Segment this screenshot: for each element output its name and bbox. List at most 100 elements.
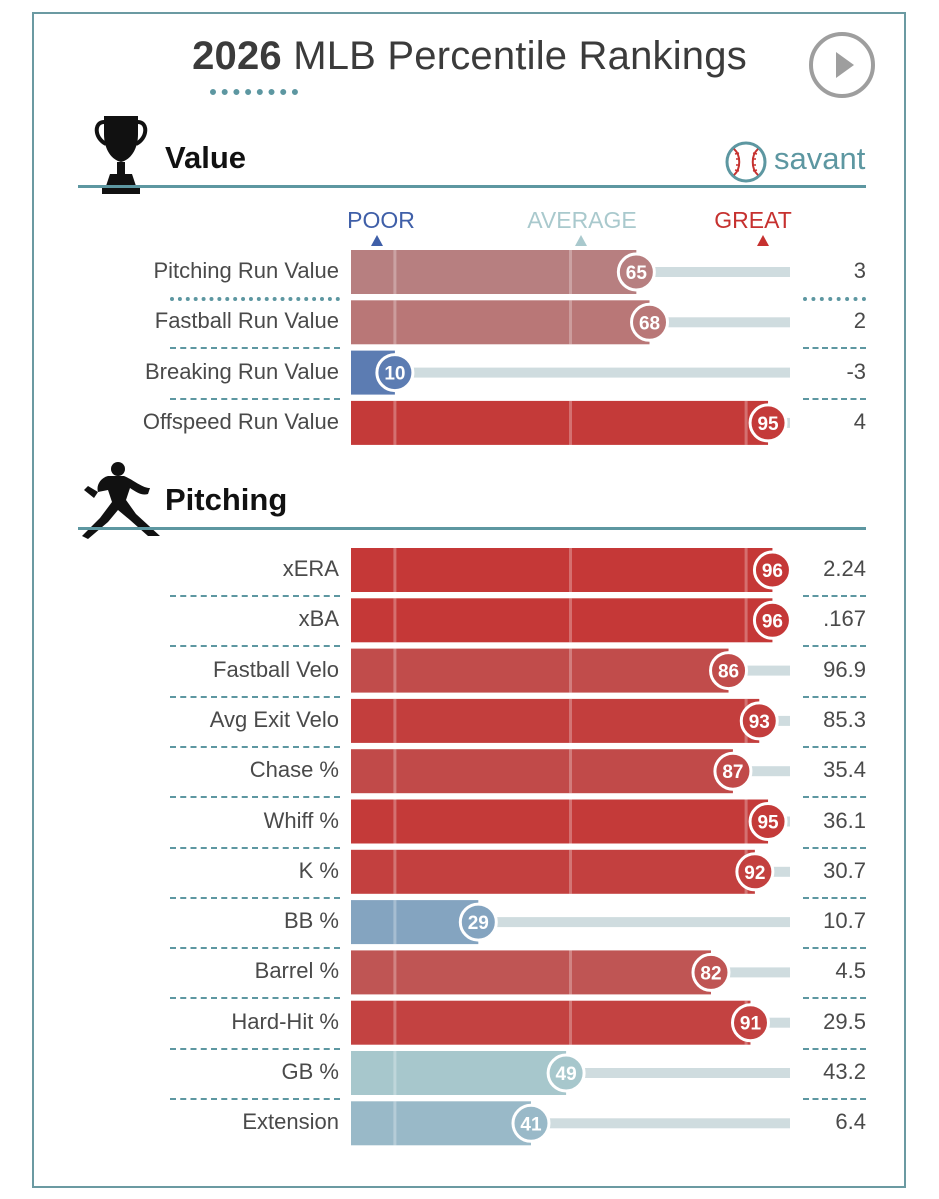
- percentile-label: 87: [722, 762, 743, 783]
- percentile-marker: [735, 852, 775, 892]
- page-title: 2026 MLB Percentile Rankings: [0, 34, 939, 79]
- percentile-track: [732, 766, 790, 777]
- metric-value: 43.2: [823, 1059, 866, 1084]
- metric-value: 96.9: [823, 656, 866, 682]
- scale-label-great: GREAT: [714, 207, 792, 233]
- percentile-bar: [351, 648, 729, 693]
- percentile-marker: [630, 302, 670, 342]
- percentile-label: 65: [626, 263, 648, 284]
- reference-line: [393, 300, 397, 345]
- percentile-label: 29: [468, 913, 489, 934]
- savant-brand-text: savant: [774, 141, 866, 176]
- percentile-label: 96: [762, 611, 783, 632]
- metric-label: BB %: [283, 908, 339, 934]
- reference-line: [393, 749, 397, 794]
- row-separator: [170, 397, 340, 400]
- percentile-marker: [730, 1003, 770, 1043]
- percentile-bar: [351, 548, 773, 592]
- reference-line: [393, 598, 397, 643]
- reference-line: [393, 900, 397, 945]
- percentile-track: [478, 917, 790, 928]
- percentile-bar: [351, 1101, 531, 1146]
- metric-value: 85.3: [823, 706, 866, 732]
- row-separator: [170, 1047, 340, 1050]
- reference-line: [393, 648, 397, 693]
- scale-marker-poor: [371, 235, 383, 246]
- percentile-label: 91: [740, 1014, 762, 1035]
- percentile-track: [750, 1017, 790, 1028]
- metric-value: 4.5: [835, 958, 866, 984]
- scale-marker-great: [757, 235, 769, 246]
- card-frame: [32, 12, 906, 1188]
- row-separator: [170, 297, 340, 301]
- percentile-track: [566, 1068, 790, 1078]
- row-separator: [170, 846, 340, 849]
- title-text: MLB Percentile Rankings: [293, 34, 747, 78]
- reference-line: [393, 1101, 397, 1146]
- metric-value: 29.5: [823, 1008, 866, 1034]
- reference-line: [569, 698, 572, 743]
- row-separator: [803, 997, 866, 1000]
- metric-value: 10.7: [823, 908, 866, 934]
- percentile-bar: [351, 698, 760, 743]
- metric-label: Offspeed Run Value: [142, 408, 339, 434]
- percentile-marker: [546, 1053, 586, 1093]
- play-button[interactable]: [809, 32, 875, 98]
- reference-line: [569, 1000, 572, 1045]
- row-separator: [170, 997, 340, 1000]
- reference-line: [393, 548, 397, 592]
- metric-label: Barrel %: [254, 958, 339, 984]
- percentile-bar: [351, 1000, 751, 1045]
- row-separator: [803, 397, 866, 400]
- section-title-pitching: Pitching: [165, 482, 288, 517]
- percentile-label: 86: [718, 662, 739, 683]
- percentile-track: [710, 967, 790, 978]
- metric-value: 6.4: [835, 1109, 866, 1135]
- row-separator: [803, 1047, 866, 1050]
- row-separator: [803, 846, 866, 849]
- percentile-bar: [351, 900, 479, 945]
- row-separator: [170, 695, 340, 698]
- metric-label: Avg Exit Velo: [209, 706, 339, 732]
- percentile-track: [530, 1118, 790, 1129]
- reference-line: [569, 950, 572, 995]
- percentile-marker: [752, 600, 792, 640]
- row-separator: [170, 347, 340, 350]
- play-icon: [836, 52, 854, 78]
- row-separator: [803, 1098, 866, 1100]
- percentile-marker: [375, 353, 415, 393]
- section-title-value: Value: [165, 140, 246, 175]
- reference-line: [393, 400, 397, 445]
- reference-line: [393, 1051, 397, 1095]
- percentile-track: [728, 665, 790, 676]
- percentile-track: [394, 367, 790, 378]
- percentile-marker: [511, 1103, 551, 1143]
- row-separator: [803, 595, 866, 597]
- percentile-label: 49: [556, 1064, 577, 1085]
- baseball-icon: [725, 141, 767, 183]
- row-separator: [803, 745, 866, 748]
- metric-label: Fastball Velo: [213, 656, 339, 682]
- percentile-bar: [351, 300, 650, 345]
- percentile-bar: [351, 400, 769, 445]
- row-separator: [170, 745, 340, 748]
- row-separator: [803, 645, 866, 648]
- percentile-marker: [458, 902, 498, 942]
- reference-line: [569, 598, 572, 643]
- row-separator: [170, 645, 340, 648]
- reference-line: [569, 548, 572, 592]
- metric-value: -3: [846, 358, 866, 384]
- reference-line: [393, 698, 397, 743]
- scale-label-average: AVERAGE: [527, 207, 637, 233]
- metric-label: Pitching Run Value: [153, 258, 340, 283]
- row-separator: [803, 297, 866, 301]
- percentile-bar: [351, 598, 773, 643]
- title-underline: [210, 89, 298, 95]
- section-rule-value: [78, 185, 866, 188]
- reference-line: [393, 849, 397, 894]
- pitcher-icon: [82, 462, 160, 539]
- metric-value: 3: [853, 258, 866, 283]
- row-separator: [803, 896, 866, 899]
- percentile-label: 41: [520, 1114, 542, 1135]
